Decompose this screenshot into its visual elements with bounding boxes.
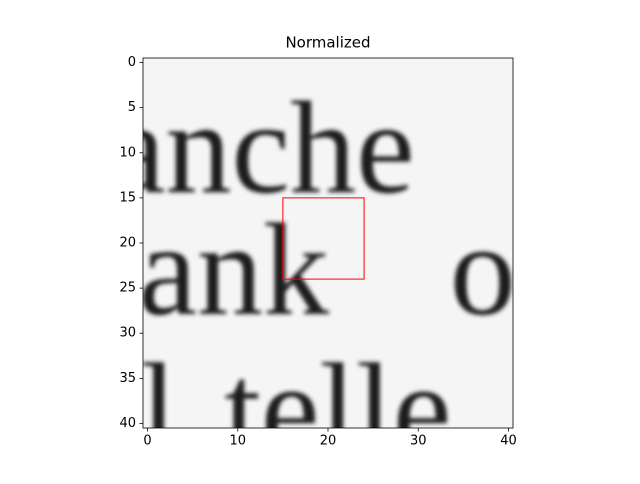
y-tick-label: 35 xyxy=(119,371,136,386)
y-tick-label: 15 xyxy=(119,190,136,205)
y-tick-label: 40 xyxy=(119,416,136,431)
y-tick-label: 20 xyxy=(119,236,136,251)
x-tick-label: 20 xyxy=(320,434,337,449)
x-tick-label: 40 xyxy=(500,434,517,449)
x-tick-label: 10 xyxy=(229,434,246,449)
x-tick-label: 30 xyxy=(410,434,427,449)
x-tick-label: 0 xyxy=(143,434,151,449)
image-text: telle xyxy=(224,336,451,480)
y-tick-label: 0 xyxy=(128,55,136,70)
image-background xyxy=(143,58,513,428)
image-text: anche xyxy=(107,74,415,221)
highlight-rectangle xyxy=(282,197,365,280)
image-text: ank xyxy=(138,196,329,343)
y-tick-label: 25 xyxy=(119,281,136,296)
y-tick-label: 5 xyxy=(128,100,136,115)
y-tick-label: 10 xyxy=(119,145,136,160)
chart-title: Normalized xyxy=(285,34,370,52)
y-tick-label: 30 xyxy=(119,326,136,341)
image-text: l xyxy=(140,336,177,480)
image-text: o xyxy=(450,196,516,343)
